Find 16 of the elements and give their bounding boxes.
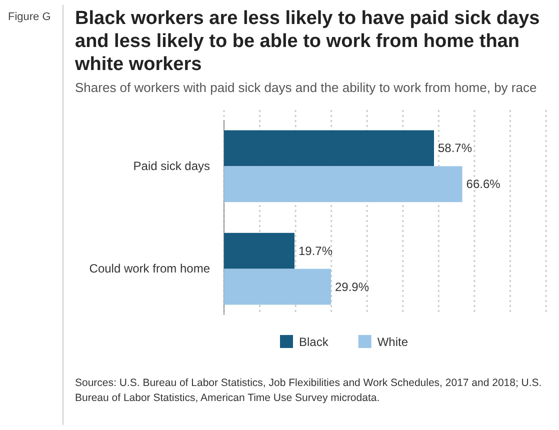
bar [224, 268, 331, 305]
data-label: 19.7% [298, 244, 333, 258]
legend-label: Black [299, 335, 330, 349]
chart-subtitle: Shares of workers with paid sick days and the ability to work from home, by race [75, 80, 537, 95]
chart-title: Black workers are less likely to have paid sick days and less likely to be able to work from home than white workers [74, 8, 540, 75]
bar [224, 232, 294, 269]
data-label: 58.7% [438, 141, 472, 156]
data-label: 66.6% [466, 177, 501, 192]
y-tick-label: Could work from home [89, 262, 210, 276]
y-tick-label: Paid sick days [133, 159, 210, 174]
bar [224, 166, 462, 202]
text: Figure G [8, 11, 51, 23]
source-note: Sources: U.S. Bureau of Labor Statistics, Job Flexibilities and Work Schedules, 2017 and 2018; U.S. Bureau of Labor Statistics, American Time Use Survey microdata. [75, 377, 542, 404]
bar [224, 130, 434, 166]
data-label: 29.9% [334, 280, 370, 294]
legend-label: White [377, 335, 408, 349]
